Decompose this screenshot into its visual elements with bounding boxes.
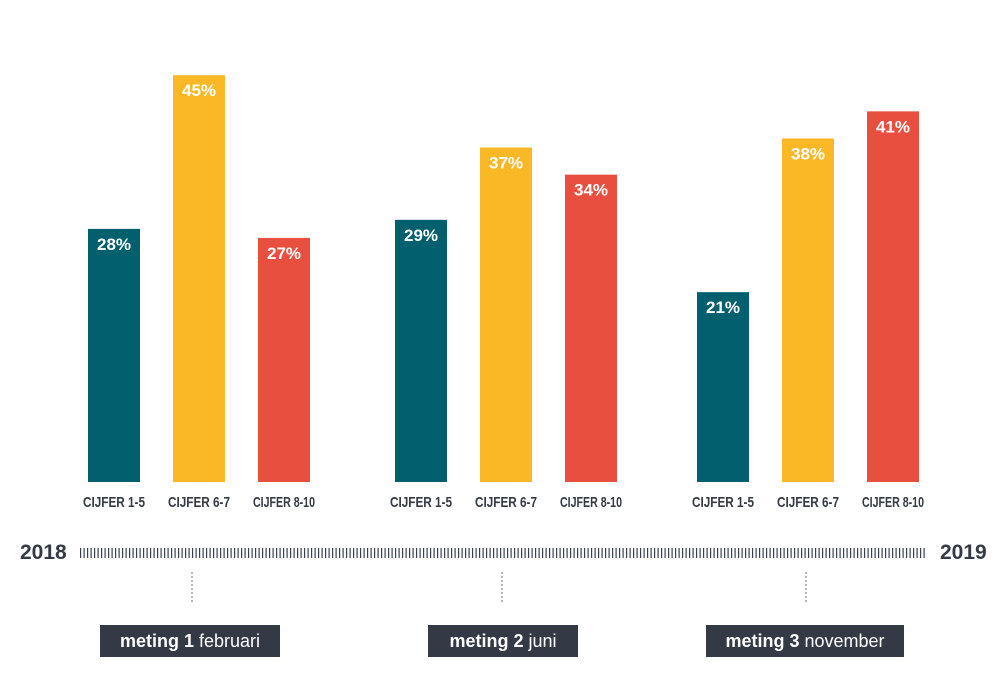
bar-g2-c2 [480,147,532,482]
bar-g1-c2 [173,75,225,482]
measurement-period: november [804,630,885,651]
category-label-g2-c1: CIJFER 1-5 [390,494,452,511]
measurement-badge-3: meting 3 november [706,625,904,657]
data-label-g3-c2: 38% [791,144,825,163]
category-label-g1-c2: CIJFER 6-7 [168,494,230,511]
bar-g3-c3 [867,111,919,483]
category-label-g2-c3: CIJFER 8-10 [560,494,622,511]
category-label-g1-c1: CIJFER 1-5 [83,494,145,511]
category-label-g2-c2: CIJFER 6-7 [475,494,537,511]
data-label-g2-c1: 29% [404,226,438,245]
bar-g2-c1 [395,219,447,482]
measurement-name: meting 3 [725,630,800,651]
data-label-g2-c3: 34% [574,181,608,200]
data-label-g1-c3: 27% [267,244,301,263]
category-label-g3-c3: CIJFER 8-10 [862,494,924,511]
measurement-badge-1: meting 1 februari [100,625,280,657]
measurement-badge-2: meting 2 juni [428,625,578,657]
bar-g3-c1 [697,292,749,482]
category-label-g3-c1: CIJFER 1-5 [692,494,754,511]
measurement-period: februari [198,630,261,651]
timeline-end-year: 2019 [940,541,987,564]
data-label-g3-c3: 41% [876,117,910,136]
data-label-g1-c1: 28% [97,235,131,254]
bar-g1-c3 [258,237,310,482]
timeline-start-year: 2018 [20,541,67,564]
category-label-g3-c2: CIJFER 6-7 [777,494,839,511]
data-label-g3-c1: 21% [706,298,740,317]
measurement-name: meting 1 [119,630,194,651]
timeline: 2018 2019 [20,541,987,564]
measurement-period: juni [528,630,557,651]
bar-g1-c1 [88,228,140,482]
data-label-g2-c2: 37% [489,154,523,173]
measurement-name: meting 2 [449,630,524,651]
data-label-g1-c2: 45% [182,81,216,100]
bars-layer: 28% CIJFER 1-5 45% CIJFER 6-7 27% CIJFER 8-10… [83,75,924,602]
category-label-g1-c3: CIJFER 8-10 [253,494,315,511]
bar-g2-c3 [565,174,617,482]
bar-g3-c2 [782,138,834,483]
